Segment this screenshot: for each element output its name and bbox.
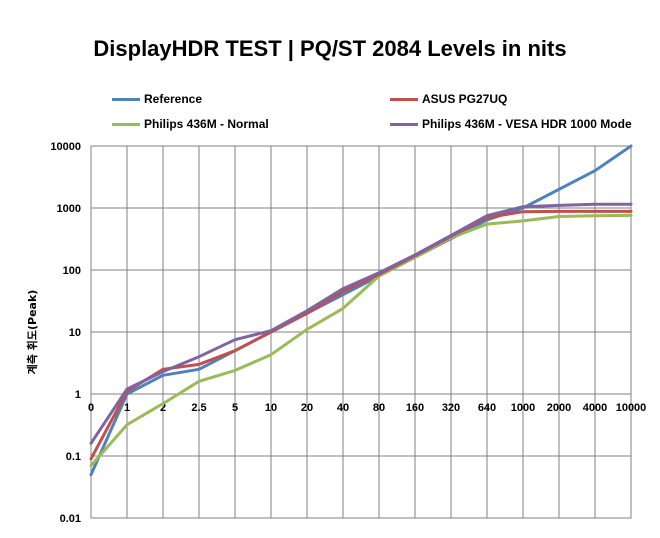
y-tick-label: 10000 bbox=[50, 141, 81, 153]
legend-item-philips-normal: Philips 436M - Normal bbox=[112, 117, 269, 131]
legend-label-reference: Reference bbox=[144, 92, 203, 106]
legend-swatch-philips-normal bbox=[112, 122, 140, 126]
y-tick-label: 1000 bbox=[57, 203, 81, 215]
y-tick-label: 1 bbox=[75, 389, 81, 401]
series-line-reference bbox=[89, 144, 633, 477]
x-tick-label: 320 bbox=[442, 402, 460, 414]
legend-label-philips-normal: Philips 436M - Normal bbox=[144, 117, 269, 131]
series-line-philips-436m-normal bbox=[89, 213, 633, 468]
legend-swatch-asus-pg27uq bbox=[390, 97, 418, 101]
legend-item-philips-vesa: Philips 436M - VESA HDR 1000 Mode bbox=[390, 117, 632, 131]
x-tick-label: 640 bbox=[478, 402, 496, 414]
y-axis-label: 계측 휘도(Peak) bbox=[25, 290, 39, 375]
x-tick-label: 160 bbox=[406, 402, 424, 414]
x-tick-label: 10000 bbox=[616, 402, 647, 414]
y-tick-label: 0.1 bbox=[66, 451, 81, 463]
x-tick-label: 2000 bbox=[547, 402, 571, 414]
y-tick-label: 0.01 bbox=[60, 513, 81, 525]
legend-swatch-reference bbox=[112, 97, 140, 101]
x-tick-label: 1 bbox=[124, 402, 130, 414]
legend-label-philips-vesa: Philips 436M - VESA HDR 1000 Mode bbox=[422, 117, 632, 131]
series-line-philips-436m-vesa-hdr-1000-mode bbox=[89, 202, 633, 445]
legend-label-asus-pg27uq: ASUS PG27UQ bbox=[422, 92, 508, 106]
x-tick-label: 2.5 bbox=[191, 402, 206, 414]
legend-item-asus-pg27uq: ASUS PG27UQ bbox=[390, 92, 507, 106]
x-tick-label: 10 bbox=[265, 402, 277, 414]
x-tick-label: 0 bbox=[88, 402, 94, 414]
x-tick-label: 2 bbox=[160, 402, 166, 414]
legend-item-reference: Reference bbox=[112, 92, 202, 106]
x-tick-label: 80 bbox=[373, 402, 385, 414]
y-tick-label: 100 bbox=[63, 265, 81, 277]
legend-swatch-philips-vesa bbox=[390, 122, 418, 126]
y-tick-label: 10 bbox=[69, 327, 81, 339]
x-tick-label: 1000 bbox=[511, 402, 535, 414]
x-tick-label: 5 bbox=[232, 402, 238, 414]
x-tick-label: 4000 bbox=[583, 402, 607, 414]
x-tick-label: 40 bbox=[337, 402, 349, 414]
x-tick-label: 20 bbox=[301, 402, 313, 414]
series-line-asus-pg27uq bbox=[89, 209, 633, 461]
chart-title: DisplayHDR TEST | PQ/ST 2084 Levels in n… bbox=[93, 36, 567, 61]
legend: Reference ASUS PG27UQ Philips 436M - Nor… bbox=[0, 0, 660, 140]
